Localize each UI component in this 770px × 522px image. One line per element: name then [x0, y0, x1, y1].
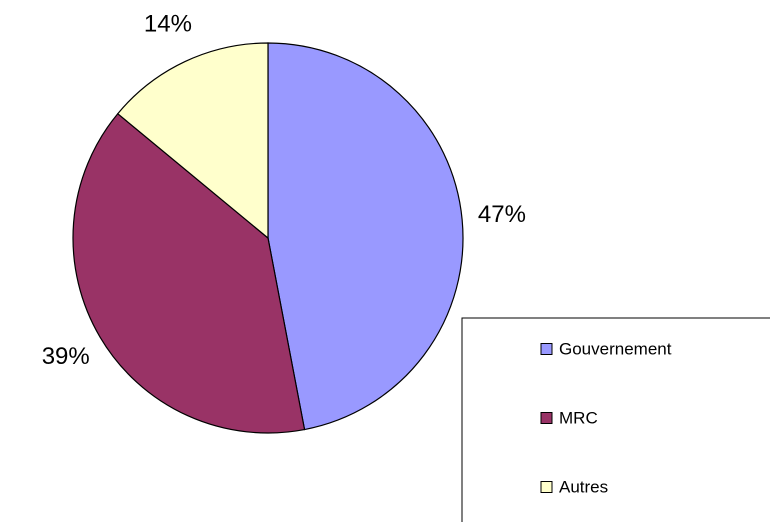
legend-swatch	[540, 343, 553, 355]
data-label: 39%	[42, 343, 90, 370]
pie-slice	[267, 42, 464, 431]
legend-box	[461, 317, 770, 522]
legend-label: Gouvernement	[559, 339, 672, 358]
legend-swatch	[540, 412, 553, 424]
data-label: 14%	[144, 11, 192, 38]
legend-label: MRC	[559, 408, 598, 427]
pie-slice	[116, 42, 269, 240]
legend-label: Autres	[559, 477, 608, 496]
pie-slice	[72, 112, 306, 434]
legend-swatch	[540, 481, 553, 493]
data-label: 47%	[478, 201, 526, 228]
